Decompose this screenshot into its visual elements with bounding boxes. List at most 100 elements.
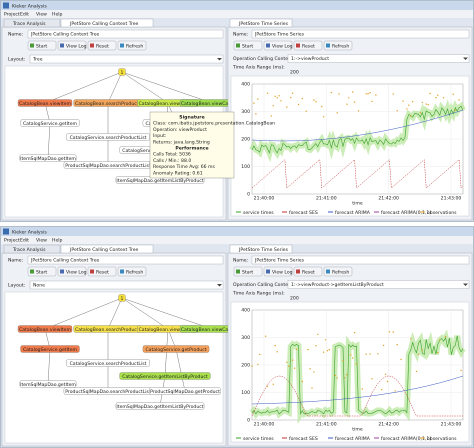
field-value[interactable]: JPetStore Calling Context Tree bbox=[30, 32, 100, 38]
dropdown[interactable] bbox=[287, 54, 470, 63]
button-label[interactable]: Reset bbox=[96, 43, 109, 49]
button[interactable] bbox=[27, 266, 57, 277]
node-label[interactable]: ItemSqlMapDao.getItemListByProduct bbox=[116, 404, 203, 410]
button-label[interactable]: Start bbox=[36, 269, 47, 275]
button[interactable] bbox=[323, 266, 353, 277]
node-label[interactable]: CatalogService.searchProductList bbox=[70, 361, 147, 367]
tab-label[interactable]: JPetStore Time Series bbox=[238, 21, 289, 27]
text-field[interactable] bbox=[27, 29, 224, 39]
button-label[interactable]: Refresh bbox=[332, 43, 349, 49]
tree-node[interactable] bbox=[119, 372, 211, 380]
menu-item[interactable]: View bbox=[36, 238, 47, 244]
button[interactable] bbox=[57, 266, 87, 277]
tree-node[interactable] bbox=[17, 325, 73, 333]
button-label[interactable]: Start bbox=[242, 43, 253, 49]
button-label[interactable]: Refresh bbox=[126, 269, 143, 275]
button[interactable] bbox=[87, 266, 117, 277]
button-label[interactable]: Refresh bbox=[126, 43, 143, 49]
tree-node[interactable] bbox=[20, 119, 80, 127]
button[interactable] bbox=[57, 40, 87, 51]
button[interactable] bbox=[263, 40, 293, 51]
text-field[interactable] bbox=[251, 29, 470, 39]
node-label[interactable]: CatalogBean.viewCategory bbox=[181, 327, 244, 333]
dropdown[interactable] bbox=[287, 280, 470, 289]
node-label[interactable]: CatalogBean.viewItem bbox=[19, 327, 71, 333]
field-value[interactable]: JPetStore Time Series bbox=[254, 32, 305, 38]
node-label[interactable]: CatalogService.getItemListByProduct bbox=[122, 374, 208, 380]
node-label[interactable]: CatalogBean.viewCategory bbox=[181, 101, 244, 107]
tree-node[interactable] bbox=[66, 359, 150, 367]
node-label[interactable]: ProductSqlMapDao.searchProductList bbox=[65, 389, 151, 395]
node-label[interactable]: CatalogBean.searchProducts bbox=[75, 101, 142, 107]
button[interactable] bbox=[293, 266, 323, 277]
tree-node[interactable] bbox=[20, 345, 80, 353]
dropdown-value[interactable]: Tree bbox=[32, 57, 43, 63]
dropdown-value[interactable]: 1:->viewProduct bbox=[291, 56, 329, 62]
button-label[interactable]: View Log bbox=[272, 269, 293, 275]
menu-item[interactable]: Edit bbox=[20, 238, 29, 244]
text-field[interactable] bbox=[27, 255, 224, 265]
node-label[interactable]: CatalogService.getProduct bbox=[145, 347, 206, 353]
dropdown[interactable] bbox=[29, 280, 224, 290]
node-label[interactable]: ItemSqlMapDao.getItemListByProduct bbox=[116, 178, 203, 184]
tab-label[interactable]: JPetStore Calling Context Tree bbox=[69, 247, 139, 253]
tree-node[interactable] bbox=[118, 68, 126, 76]
button[interactable] bbox=[233, 266, 263, 277]
text-field[interactable] bbox=[251, 255, 470, 265]
dropdown[interactable] bbox=[29, 54, 224, 64]
tree-node[interactable] bbox=[19, 154, 77, 162]
button[interactable] bbox=[27, 40, 57, 51]
tab[interactable] bbox=[3, 244, 61, 254]
tree-node[interactable] bbox=[149, 387, 221, 395]
node-label[interactable]: CatalogBean.viewItem bbox=[19, 101, 71, 107]
menu-item[interactable]: Help bbox=[52, 12, 63, 18]
node-label[interactable]: CatalogBean.viewProduct bbox=[139, 327, 198, 333]
button[interactable] bbox=[233, 40, 263, 51]
dropdown-value[interactable]: 1:->viewProduct->getItemListByProduct bbox=[291, 282, 384, 288]
menu-item[interactable]: Project bbox=[4, 238, 20, 244]
button-label[interactable]: Reset bbox=[302, 43, 315, 49]
button-label[interactable]: Reset bbox=[96, 269, 109, 275]
tab[interactable] bbox=[60, 18, 154, 28]
button-label[interactable]: Start bbox=[242, 269, 253, 275]
button-label[interactable]: View Log bbox=[66, 269, 87, 275]
field-value[interactable]: JPetStore Calling Context Tree bbox=[30, 258, 100, 264]
tab[interactable] bbox=[229, 244, 293, 254]
tab[interactable] bbox=[60, 244, 154, 254]
button[interactable] bbox=[117, 40, 147, 51]
node-label[interactable]: CatalogService.searchProductList bbox=[70, 135, 147, 141]
node-label[interactable]: ItemSqlMapDao.getItem bbox=[20, 382, 76, 388]
button[interactable] bbox=[87, 40, 117, 51]
tree-node[interactable] bbox=[118, 294, 126, 302]
button[interactable] bbox=[117, 266, 147, 277]
node-label[interactable]: ItemSqlMapDao.getItem bbox=[20, 156, 76, 162]
menu-item[interactable]: Help bbox=[52, 238, 63, 244]
button-label[interactable]: Reset bbox=[302, 269, 315, 275]
tab-label[interactable]: JPetStore Time Series bbox=[238, 247, 289, 253]
menu-item[interactable]: Project bbox=[4, 12, 20, 18]
tree-node[interactable] bbox=[115, 402, 205, 410]
button[interactable] bbox=[293, 40, 323, 51]
button-label[interactable]: View Log bbox=[66, 43, 87, 49]
tab-label[interactable]: Trace Analysis bbox=[12, 247, 46, 253]
tree-node[interactable] bbox=[19, 380, 77, 388]
tree-node[interactable] bbox=[17, 99, 73, 107]
dropdown-value[interactable]: None bbox=[33, 283, 45, 289]
tab-label[interactable]: JPetStore Calling Context Tree bbox=[69, 21, 139, 27]
node-label[interactable]: ProductSqlMapDao.getProduct bbox=[150, 389, 220, 395]
tab-label[interactable]: Trace Analysis bbox=[12, 21, 46, 27]
node-label[interactable]: CatalogService.getItem bbox=[23, 347, 78, 353]
button-label[interactable]: View Log bbox=[272, 43, 293, 49]
menu-item[interactable]: Edit bbox=[20, 12, 29, 18]
node-label[interactable]: 1 bbox=[121, 296, 124, 302]
node-label[interactable]: CatalogService.getItem bbox=[23, 121, 78, 127]
tree-node[interactable] bbox=[142, 345, 210, 353]
button-label[interactable]: Refresh bbox=[332, 269, 349, 275]
node-label[interactable]: CatalogBean.searchProducts bbox=[75, 327, 142, 333]
button[interactable] bbox=[263, 266, 293, 277]
tab[interactable] bbox=[3, 18, 61, 28]
node-label[interactable]: CatalogBean.viewProduct bbox=[139, 101, 198, 107]
tab[interactable] bbox=[229, 18, 293, 28]
button[interactable] bbox=[323, 40, 353, 51]
tree-node[interactable] bbox=[66, 133, 150, 141]
